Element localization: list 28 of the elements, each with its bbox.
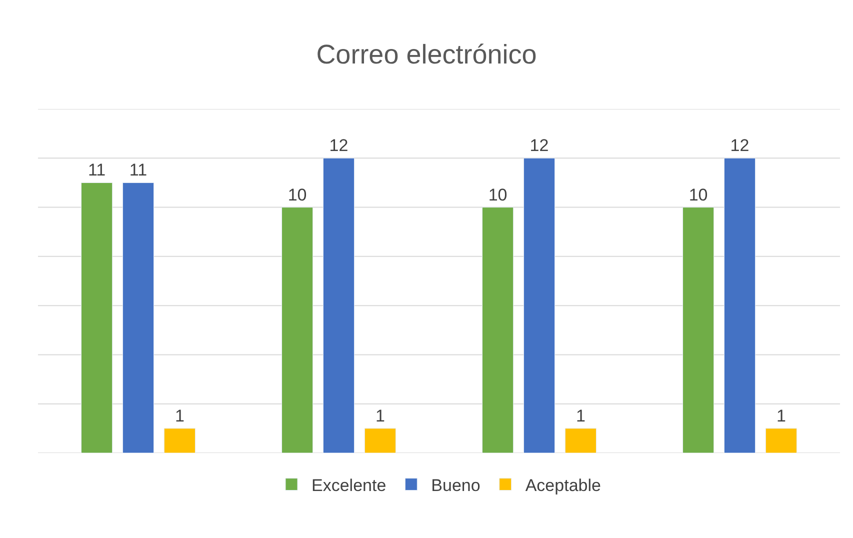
bar — [81, 182, 113, 453]
data-label: 12 — [730, 136, 750, 156]
bar — [282, 207, 314, 453]
data-label: 10 — [488, 185, 508, 204]
bar — [523, 158, 556, 453]
data-label: 1 — [576, 406, 586, 426]
legend-label: Excelente — [312, 476, 386, 495]
data-label: 10 — [688, 185, 708, 204]
bar — [482, 207, 514, 453]
bar — [682, 207, 714, 453]
data-label: 1 — [776, 406, 786, 426]
data-label: 12 — [329, 136, 348, 156]
bar — [724, 158, 756, 453]
bar — [122, 182, 154, 453]
bar — [364, 428, 396, 453]
data-label: 11 — [88, 160, 106, 180]
legend-label: Aceptable — [525, 476, 601, 495]
legend-label: Bueno — [431, 476, 480, 495]
chart-title: Correo electrónico — [316, 39, 537, 70]
bar — [164, 428, 196, 453]
bar — [322, 158, 355, 453]
bar — [765, 428, 797, 453]
data-label: 12 — [530, 136, 549, 156]
data-label: 10 — [288, 185, 307, 204]
bar — [564, 428, 596, 453]
data-label: 1 — [375, 406, 385, 426]
data-label: 11 — [129, 160, 148, 180]
data-label: 1 — [174, 406, 184, 426]
